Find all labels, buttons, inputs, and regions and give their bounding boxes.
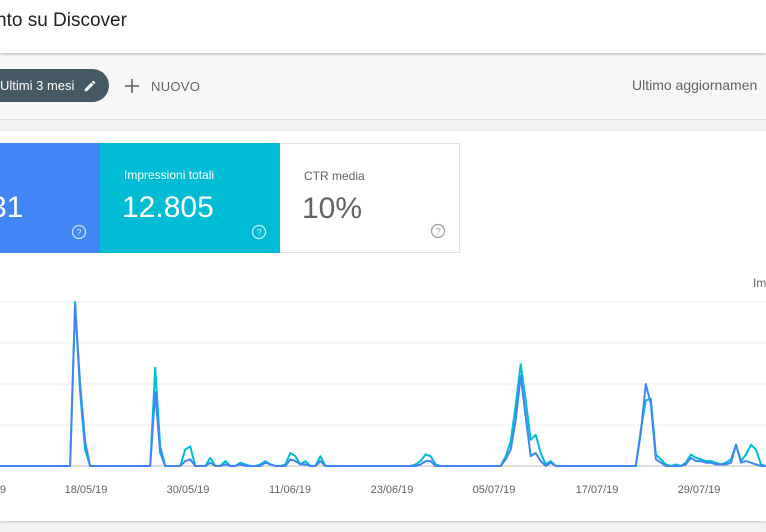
metric-card-ctr[interactable]: CTR media 10% ? (280, 143, 460, 253)
performance-panel: 31 ? Impressioni totali 12.805 ? CTR med… (0, 131, 766, 521)
new-filter-button[interactable]: NUOVO (124, 75, 200, 97)
svg-text:?: ? (76, 228, 81, 238)
last-update-text: Ultimo aggiornamen (632, 77, 758, 93)
help-circle-icon[interactable]: ? (430, 223, 446, 239)
date-range-filter-label: Ultimi 3 mesi (0, 78, 75, 93)
help-circle-icon[interactable]: ? (71, 224, 87, 240)
help-circle-icon[interactable]: ? (251, 224, 267, 240)
clicks-value: 31 (0, 191, 24, 224)
svg-text:?: ? (256, 228, 261, 238)
legend-impressions-label: Im (753, 276, 766, 290)
x-tick-label: 11/06/19 (269, 484, 311, 496)
svg-text:?: ? (435, 227, 440, 237)
filter-toolbar: Ultimi 3 mesi NUOVO Ultimo aggiornamen (0, 53, 766, 120)
x-tick-label: 30/05/19 (167, 484, 210, 496)
x-tick-label: 18/05/19 (65, 484, 108, 496)
metric-card-clicks[interactable]: 31 ? (0, 143, 100, 253)
x-tick-label: 23/06/19 (371, 484, 414, 496)
x-tick-label: 9 (0, 484, 6, 496)
impressions-value: 12.805 (122, 191, 214, 224)
page-header: nto su Discover (0, 0, 766, 53)
impressions-label: Impressioni totali (124, 168, 215, 182)
page-title: nto su Discover (0, 10, 127, 31)
x-tick-label: 29/07/19 (678, 484, 721, 496)
ctr-value: 10% (302, 192, 363, 225)
series-line-1 (0, 304, 766, 467)
metric-card-impressions[interactable]: Impressioni totali 12.805 ? (100, 143, 280, 253)
date-range-filter-chip[interactable]: Ultimi 3 mesi (0, 69, 110, 102)
new-filter-label: NUOVO (151, 78, 201, 94)
x-tick-label: 17/07/19 (576, 484, 619, 496)
pencil-icon[interactable] (83, 79, 97, 93)
x-tick-label: 05/07/19 (473, 484, 516, 496)
ctr-label: CTR media (304, 169, 365, 183)
performance-line-chart: 9 18/05/19 30/05/19 11/06/19 23/06/19 05/07/1… (0, 301, 766, 496)
plus-icon (124, 78, 140, 94)
